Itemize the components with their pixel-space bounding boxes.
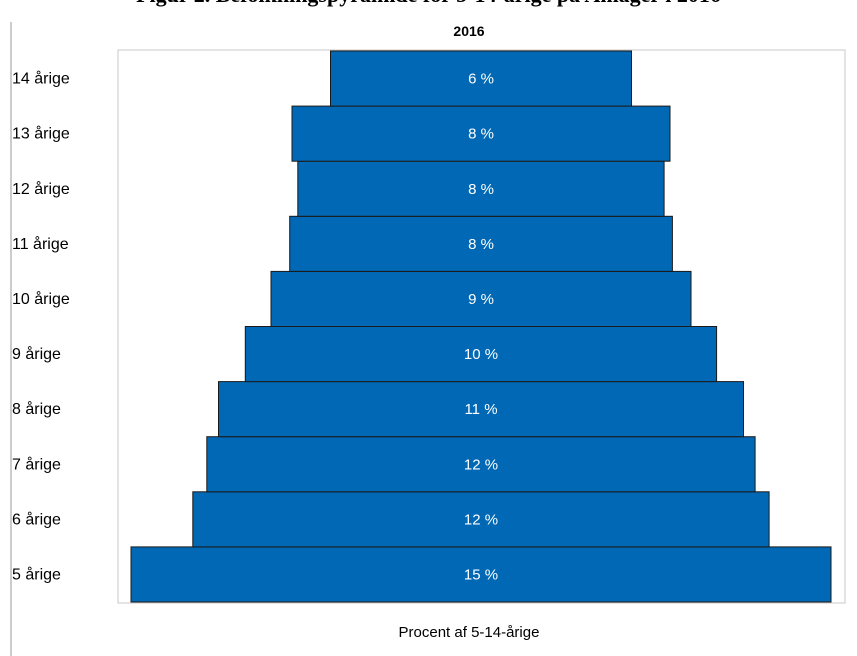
bar-12-årige [297,160,665,217]
category-label: 10 årige [12,290,70,308]
value-label: 9 % [468,291,494,308]
category-label: 11 årige [12,235,69,253]
category-label: 14 årige [12,70,70,88]
value-label: 11 % [464,401,497,418]
chart-subtitle: 2016 [453,23,484,39]
category-label: 13 årige [12,125,70,143]
value-label: 8 % [468,181,494,198]
x-axis-label: Procent af 5-14-årige [399,624,540,641]
category-labels-group: 5 årige 6 årige 7 årige 8 årige 9 årige 10 år… [12,70,70,584]
plot-frame [117,49,846,604]
value-label: 12 % [464,456,498,473]
category-label: 9 årige [12,345,61,363]
bar-9-årige [244,326,718,383]
bar-7-årige [206,436,756,493]
value-label: 8 % [468,236,494,253]
category-label: 12 årige [12,180,70,198]
value-label: 15 % [464,566,498,583]
category-label: 7 årige [12,455,61,473]
figure-title: Figur 2. Befolkningspyramide for 5-14-år… [0,0,857,8]
bar-14-årige [330,50,632,107]
bar-11-årige [289,215,673,272]
category-label: 8 årige [12,400,61,418]
bar-5-årige [130,546,832,603]
bars-group: 15 % 12 % 12 % 11 % 10 % 9 % 8 % 8 % 8 % 6 % [130,50,832,603]
bar-10-årige [270,270,692,327]
bar-6-årige [192,491,770,548]
value-label: 10 % [464,346,498,363]
value-label: 6 % [468,71,494,88]
category-label: 5 årige [12,565,61,583]
value-label: 8 % [468,126,494,143]
value-label: 12 % [464,511,498,528]
category-label: 6 årige [12,510,61,528]
bar-13-årige [291,105,671,162]
bar-8-årige [218,381,744,438]
